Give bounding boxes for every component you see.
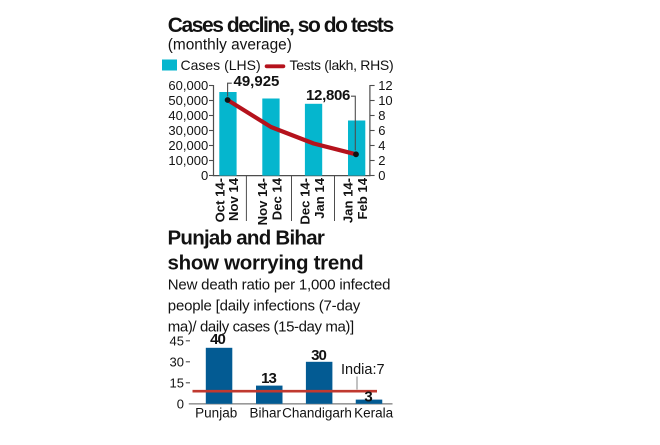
svg-text:30: 30 <box>170 355 184 370</box>
svg-text:New death ratio per 1,000 infe: New death ratio per 1,000 infected <box>168 277 391 294</box>
svg-text:0: 0 <box>177 397 184 412</box>
svg-text:India:7: India:7 <box>341 362 385 378</box>
svg-text:12: 12 <box>378 78 392 93</box>
svg-text:Punjab: Punjab <box>195 406 237 421</box>
svg-text:Tests (lakh, RHS): Tests (lakh, RHS) <box>290 57 394 73</box>
svg-text:45: 45 <box>170 334 184 349</box>
svg-text:Nov 14: Nov 14 <box>226 177 241 221</box>
svg-text:4: 4 <box>378 138 385 153</box>
svg-text:Dec 14-: Dec 14- <box>298 178 313 225</box>
svg-text:60,000: 60,000 <box>168 78 208 93</box>
svg-text:ma)/ daily cases (15-day ma)]: ma)/ daily cases (15-day ma)] <box>168 318 354 335</box>
svg-text:49,925: 49,925 <box>234 73 280 90</box>
svg-text:40,000: 40,000 <box>168 108 208 123</box>
svg-text:13: 13 <box>261 370 276 387</box>
svg-text:30,000: 30,000 <box>168 123 208 138</box>
svg-text:(monthly average): (monthly average) <box>168 37 292 54</box>
svg-text:people [daily infections (7-da: people [daily infections (7-day <box>168 298 361 315</box>
svg-text:8: 8 <box>378 108 385 123</box>
svg-text:3: 3 <box>364 389 372 406</box>
svg-text:Oct 14-: Oct 14- <box>213 178 228 222</box>
svg-text:40: 40 <box>210 331 225 348</box>
svg-text:12,806: 12,806 <box>306 87 350 104</box>
svg-text:2: 2 <box>378 153 385 168</box>
svg-text:30: 30 <box>311 347 326 364</box>
svg-text:Feb 14: Feb 14 <box>355 177 370 219</box>
svg-text:Punjab and Bihar: Punjab and Bihar <box>168 227 325 250</box>
svg-text:0: 0 <box>201 168 208 183</box>
svg-text:show worrying trend: show worrying trend <box>168 252 364 275</box>
svg-text:Cases decline, so do tests: Cases decline, so do tests <box>168 14 394 37</box>
svg-text:10,000: 10,000 <box>168 153 208 168</box>
svg-text:Jan 14-: Jan 14- <box>340 178 355 223</box>
svg-text:Cases (LHS): Cases (LHS) <box>181 57 261 73</box>
svg-text:Chandigarh: Chandigarh <box>282 406 352 421</box>
svg-text:6: 6 <box>378 123 385 138</box>
svg-text:Bihar: Bihar <box>250 406 282 421</box>
svg-text:Jan 14: Jan 14 <box>312 177 327 218</box>
svg-text:10: 10 <box>378 93 392 108</box>
svg-text:20,000: 20,000 <box>168 138 208 153</box>
svg-text:15: 15 <box>170 376 184 391</box>
svg-text:Nov 14-: Nov 14- <box>255 178 270 225</box>
svg-text:0: 0 <box>378 168 385 183</box>
svg-text:Kerala: Kerala <box>354 406 394 421</box>
svg-text:50,000: 50,000 <box>168 93 208 108</box>
svg-text:Dec 14: Dec 14 <box>270 177 285 220</box>
